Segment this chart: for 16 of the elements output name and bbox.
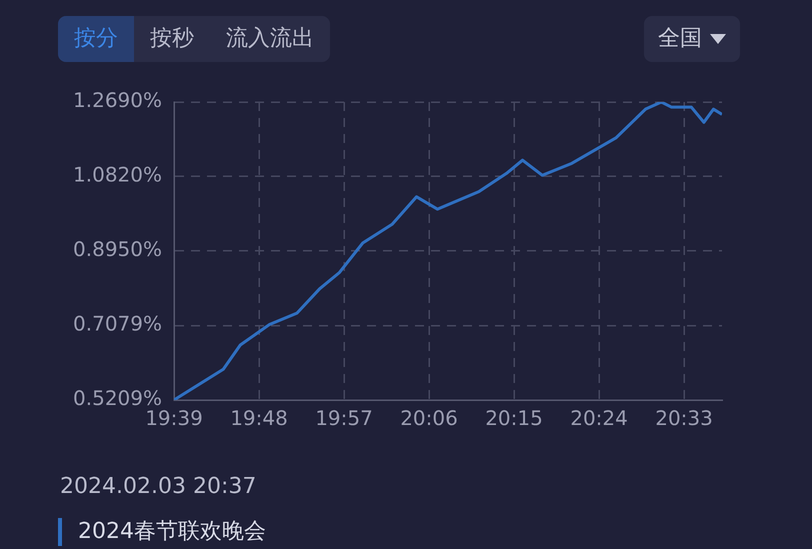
text: 按分 [58, 16, 134, 62]
y-tick-label: 1.2690% [73, 88, 162, 112]
x-tick-label: 20:24 [570, 406, 628, 430]
text: 按秒 [149, 25, 195, 53]
text: 全国 [658, 26, 702, 51]
x-tick-label: 19:48 [230, 406, 288, 430]
x-tick-label: 20:15 [485, 406, 543, 430]
x-tick-label: 20:06 [400, 406, 458, 430]
text: 流入流出 [225, 25, 315, 53]
y-tick-label: 0.7079% [73, 312, 162, 336]
x-tick-label: 19:57 [315, 406, 373, 430]
text: 2024.02.03 20:37 [60, 474, 256, 499]
text: 2024春节联欢晚会 [58, 518, 266, 546]
y-tick-label: 0.8950% [73, 237, 162, 262]
x-tick-label: 20:33 [655, 406, 713, 430]
y-tick-label: 1.0820% [73, 162, 162, 187]
